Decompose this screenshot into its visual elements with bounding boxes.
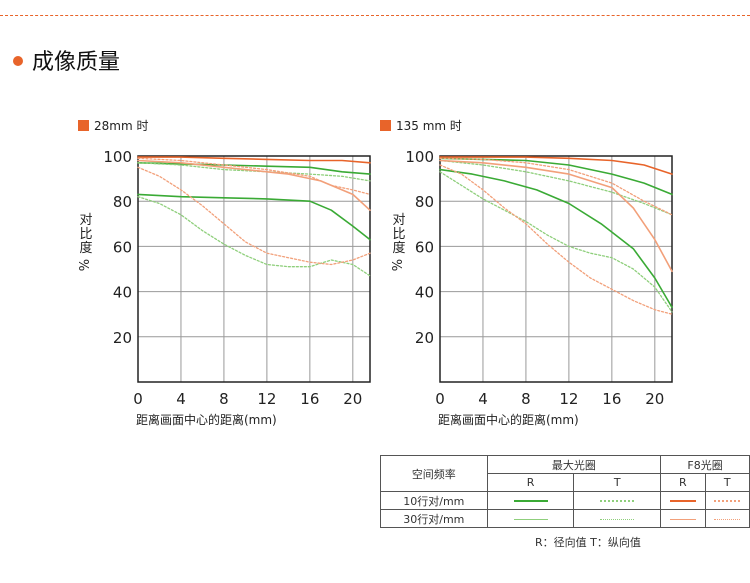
- legend-swatch-10-max-r: [486, 491, 575, 510]
- x-tick-label: 20: [343, 390, 362, 408]
- legend-r-max: R: [486, 473, 575, 492]
- x-tick-label: 4: [478, 390, 488, 408]
- y-tick-label: 20: [415, 329, 434, 347]
- chart-title: 135 mm 时: [396, 119, 462, 133]
- x-tick-label: 12: [559, 390, 578, 408]
- mtf-series-line-7: [439, 164, 673, 315]
- legend-swatch-30-f8-t: [704, 509, 750, 528]
- x-tick-label: 20: [645, 390, 664, 408]
- legend-swatch-10-f8-r: [660, 491, 706, 510]
- mtf-series-line-6: [137, 159, 371, 211]
- mtf-series-line-0: [439, 157, 673, 196]
- y-tick-label: 100: [103, 148, 132, 166]
- chart-title-marker: [78, 120, 89, 131]
- y-tick-label: 20: [113, 329, 132, 347]
- legend-r-f8: R: [660, 473, 706, 492]
- chart-title: 28mm 时: [94, 119, 148, 133]
- legend-swatch-10-max-t: [573, 491, 662, 510]
- plot-frame: [137, 155, 371, 383]
- x-tick-label: 8: [219, 390, 229, 408]
- mtf-series-line-1: [439, 159, 673, 216]
- legend-header-max-aperture: 最大光圈: [486, 455, 662, 474]
- legend-table: 空间频率 最大光圈 F8光圈 R T R T 10行对/mm 30行对/mm: [380, 455, 750, 528]
- mtf-series-line-3: [137, 196, 371, 277]
- y-tick-label: 100: [405, 148, 434, 166]
- legend-swatch-30-max-t: [573, 509, 662, 528]
- mtf-series-line-5: [439, 157, 673, 216]
- x-tick-label: 8: [521, 390, 531, 408]
- mtf-series-line-7: [137, 166, 371, 266]
- y-tick-label: 80: [415, 193, 434, 211]
- legend-t-f8: T: [704, 473, 750, 492]
- mtf-series-line-0: [137, 161, 371, 175]
- ylabel-135mm: 对比度%: [391, 213, 406, 272]
- x-axis-label: 距离画面中心的距离(mm): [438, 412, 579, 427]
- mtf-series-line-6: [439, 159, 673, 273]
- x-tick-label: 16: [602, 390, 621, 408]
- legend-row-30: 30行对/mm: [380, 509, 488, 528]
- mtf-series-line-2: [137, 193, 371, 241]
- mtf-chart-135mm-svg: 135 mm 时 20 40 60 80 100 0 4 8 12 16 20 距离画面中心的距离(mm…: [380, 119, 673, 427]
- legend-swatch-30-max-r: [486, 509, 575, 528]
- y-tick-label: 40: [415, 284, 434, 302]
- mtf-chart-28mm-svg: 28mm 时 20 40 60 80 100 0 4 8 12 16 20 距离画面中心的距离(mm): [78, 119, 371, 427]
- x-axis-label: 距离画面中心的距离(mm): [136, 412, 277, 427]
- footnote-rt: R：径向值 T：纵向值: [535, 536, 641, 549]
- x-tick-label: 4: [176, 390, 186, 408]
- x-tick-label: 16: [300, 390, 319, 408]
- legend-swatch-10-f8-t: [704, 491, 750, 510]
- legend-header-f8: F8光圈: [660, 455, 750, 474]
- mtf-chart-135mm: 135 mm 时 20 40 60 80 100 0 4 8 12 16 20 距离画面中心的距离(mm…: [378, 118, 688, 427]
- ylabel-28mm: 对比度%: [78, 213, 93, 272]
- title-bullet: [13, 56, 23, 66]
- x-tick-label: 0: [133, 390, 143, 408]
- top-dashed-divider: [0, 15, 750, 16]
- y-tick-label: 80: [113, 193, 132, 211]
- legend-t-max: T: [573, 473, 662, 492]
- legend-swatch-30-f8-r: [660, 509, 706, 528]
- mtf-series-line-4: [137, 156, 371, 164]
- mtf-series-line-2: [439, 168, 673, 309]
- y-tick-label: 40: [113, 284, 132, 302]
- mtf-series-line-3: [439, 171, 673, 313]
- chart-title-marker: [380, 120, 391, 131]
- legend-header-frequency: 空间频率: [380, 455, 488, 492]
- plot-frame: [439, 155, 673, 383]
- x-tick-label: 0: [435, 390, 445, 408]
- section-title: 成像质量: [32, 50, 121, 75]
- mtf-series-line-5: [137, 157, 371, 196]
- mtf-series-line-4: [439, 156, 673, 175]
- legend-row-10: 10行对/mm: [380, 491, 488, 510]
- y-tick-label: 60: [113, 238, 132, 256]
- x-tick-label: 12: [257, 390, 276, 408]
- mtf-chart-28mm: 28mm 时 20 40 60 80 100 0 4 8 12 16 20 距离画面中心的距离(mm): [76, 118, 386, 427]
- y-tick-label: 60: [415, 238, 434, 256]
